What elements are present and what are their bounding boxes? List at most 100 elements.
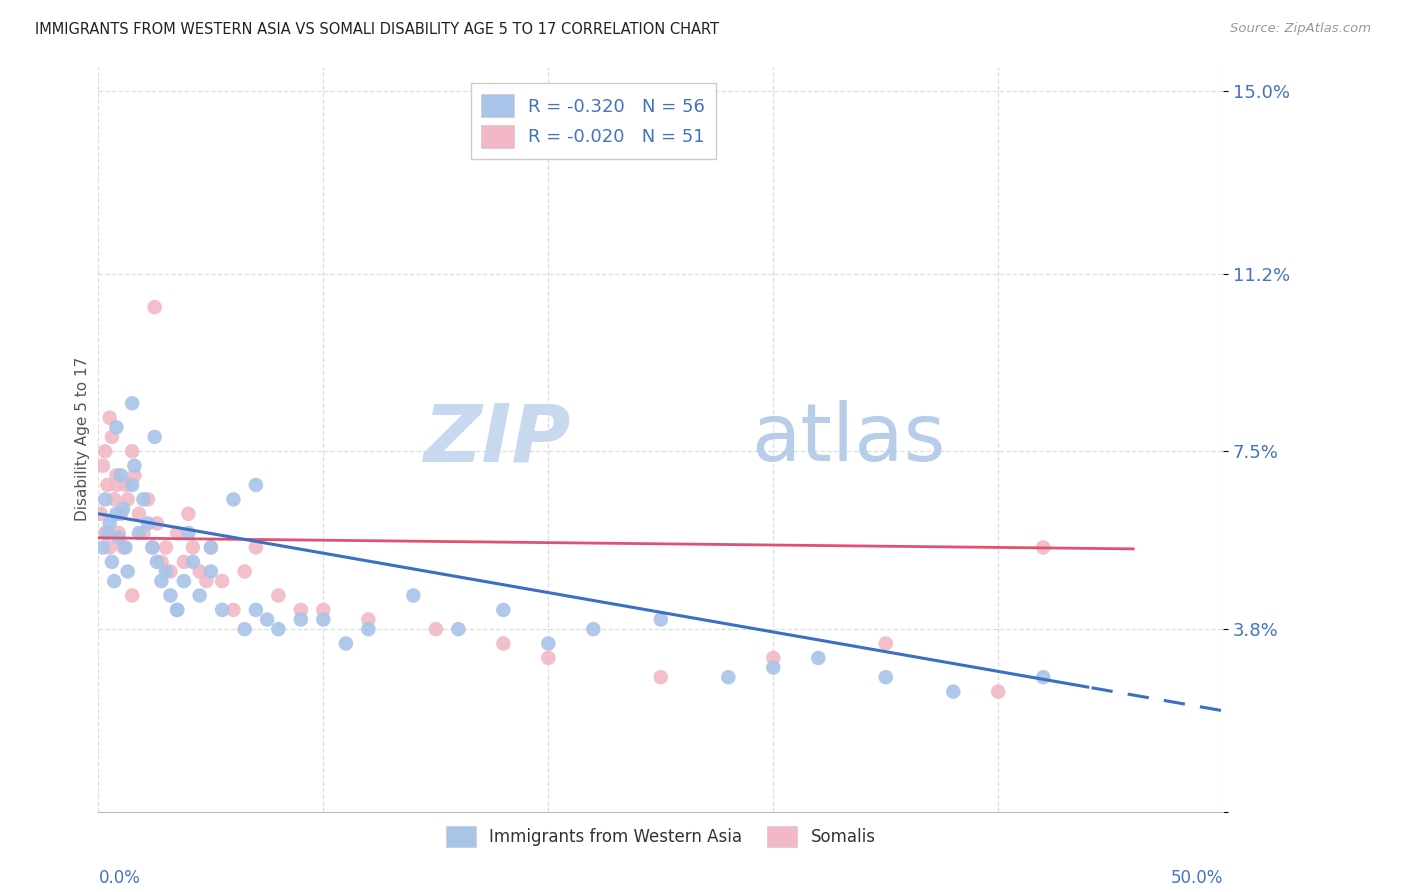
Text: atlas: atlas [751, 401, 945, 478]
Point [159, 589, 181, 603]
Text: 0.0%: 0.0% [98, 870, 141, 888]
Point [159, 565, 181, 579]
Point [101, 555, 124, 569]
Point [245, 603, 267, 617]
Point [650, 613, 672, 627]
Point [121, 478, 143, 492]
Point [582, 622, 605, 636]
Text: Source: ZipAtlas.com: Source: ZipAtlas.com [1230, 22, 1371, 36]
Point [650, 670, 672, 684]
Point [335, 636, 357, 650]
Point [166, 526, 188, 541]
Point [267, 622, 290, 636]
Point [875, 670, 897, 684]
Point [132, 526, 155, 541]
Point [537, 651, 560, 665]
Text: ZIP: ZIP [423, 401, 571, 478]
Point [98, 410, 121, 425]
Point [875, 636, 897, 650]
Point [290, 613, 312, 627]
Point [96, 526, 118, 541]
Point [107, 531, 129, 545]
Point [181, 541, 204, 555]
Point [143, 300, 166, 314]
Point [141, 541, 163, 555]
Point [425, 622, 447, 636]
Point [492, 603, 515, 617]
Point [200, 541, 222, 555]
Point [91, 458, 114, 473]
Point [402, 589, 425, 603]
Point [121, 589, 143, 603]
Point [98, 541, 121, 555]
Point [146, 516, 169, 531]
Point [357, 613, 380, 627]
Point [107, 526, 129, 541]
Point [1032, 670, 1054, 684]
Point [114, 541, 136, 555]
Point [98, 516, 121, 531]
Point [112, 502, 135, 516]
Point [762, 660, 785, 674]
Text: IMMIGRANTS FROM WESTERN ASIA VS SOMALI DISABILITY AGE 5 TO 17 CORRELATION CHART: IMMIGRANTS FROM WESTERN ASIA VS SOMALI D… [35, 22, 718, 37]
Point [166, 603, 188, 617]
Point [110, 468, 132, 483]
Point [128, 507, 150, 521]
Point [537, 636, 560, 650]
Point [290, 603, 312, 617]
Point [717, 670, 740, 684]
Point [245, 478, 267, 492]
Point [177, 507, 200, 521]
Point [492, 636, 515, 650]
Point [132, 492, 155, 507]
Point [762, 651, 785, 665]
Point [267, 589, 290, 603]
Point [188, 565, 211, 579]
Point [222, 603, 245, 617]
Point [195, 574, 218, 588]
Point [150, 574, 173, 588]
Point [312, 603, 335, 617]
Point [256, 613, 278, 627]
Point [312, 613, 335, 627]
Point [96, 478, 118, 492]
Point [136, 516, 159, 531]
Point [233, 622, 256, 636]
Point [124, 468, 146, 483]
Point [200, 565, 222, 579]
Point [103, 492, 125, 507]
Point [173, 574, 195, 588]
Point [90, 507, 112, 521]
Point [177, 526, 200, 541]
Point [188, 589, 211, 603]
Point [211, 603, 233, 617]
Point [200, 541, 222, 555]
Point [143, 430, 166, 444]
Point [121, 444, 143, 458]
Text: 50.0%: 50.0% [1171, 870, 1223, 888]
Point [114, 478, 136, 492]
Point [105, 507, 128, 521]
Legend: Immigrants from Western Asia, Somalis: Immigrants from Western Asia, Somalis [437, 817, 884, 855]
Point [94, 526, 117, 541]
Point [136, 492, 159, 507]
Point [121, 396, 143, 410]
Point [103, 574, 125, 588]
Point [357, 622, 380, 636]
Point [942, 684, 965, 698]
Point [233, 565, 256, 579]
Point [166, 603, 188, 617]
Point [211, 574, 233, 588]
Point [141, 541, 163, 555]
Point [155, 565, 177, 579]
Point [245, 541, 267, 555]
Point [124, 458, 146, 473]
Point [117, 492, 139, 507]
Point [128, 526, 150, 541]
Point [807, 651, 830, 665]
Point [150, 555, 173, 569]
Point [117, 565, 139, 579]
Point [112, 541, 135, 555]
Point [146, 555, 169, 569]
Y-axis label: Disability Age 5 to 17: Disability Age 5 to 17 [75, 357, 90, 522]
